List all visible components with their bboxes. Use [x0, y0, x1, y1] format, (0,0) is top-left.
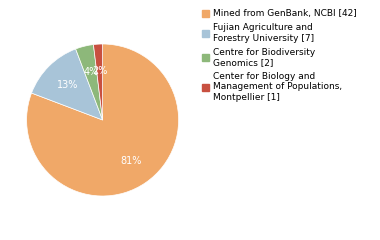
Text: 13%: 13% [57, 80, 78, 90]
Wedge shape [76, 45, 103, 120]
Text: 4%: 4% [83, 67, 98, 77]
Text: 2%: 2% [92, 66, 107, 76]
Text: 81%: 81% [120, 156, 141, 166]
Wedge shape [27, 44, 179, 196]
Wedge shape [32, 49, 103, 120]
Wedge shape [93, 44, 103, 120]
Legend: Mined from GenBank, NCBI [42], Fujian Agriculture and
Forestry University [7], C: Mined from GenBank, NCBI [42], Fujian Ag… [202, 9, 357, 102]
